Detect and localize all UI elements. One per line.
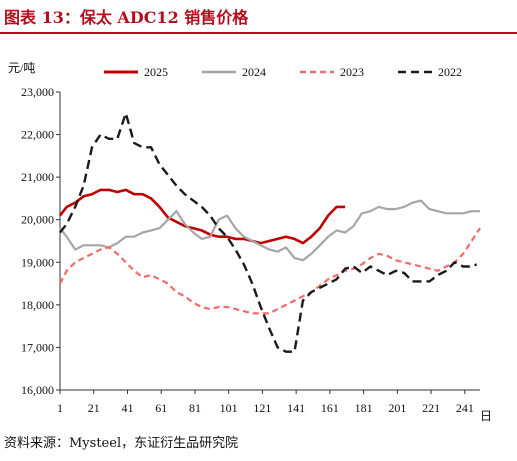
x-tick-label: 101 (220, 401, 238, 415)
legend-label-2023: 2023 (340, 65, 364, 79)
x-tick-label: 41 (121, 401, 133, 415)
title-bar: 图表 13：保太 ADC12 销售价格 (0, 0, 517, 34)
x-tick-label: 81 (189, 401, 201, 415)
y-tick-label: 17,000 (21, 340, 54, 354)
y-tick-label: 20,000 (21, 213, 54, 227)
x-tick-label: 221 (422, 401, 440, 415)
legend-label-2024: 2024 (242, 65, 266, 79)
figure-title: 图表 13：保太 ADC12 销售价格 (4, 8, 249, 27)
series-line-2024 (59, 199, 480, 262)
series-line-2023 (59, 227, 481, 315)
y-tick-label: 21,000 (21, 170, 54, 184)
x-tick-label: 241 (456, 401, 474, 415)
legend-label-2025: 2025 (144, 65, 168, 79)
y-axis-label: 元/吨 (8, 61, 35, 75)
legend-label-2022: 2022 (438, 65, 462, 79)
x-tick-label: 121 (253, 401, 271, 415)
x-tick-label: 61 (155, 401, 167, 415)
y-tick-label: 22,000 (21, 128, 54, 142)
x-tick-label: 1 (57, 401, 63, 415)
x-axis-label: 日 (480, 409, 492, 423)
y-tick-label: 18,000 (21, 298, 54, 312)
x-tick-label: 161 (321, 401, 339, 415)
x-tick-label: 21 (88, 401, 100, 415)
x-tick-label: 181 (355, 401, 373, 415)
y-tick-label: 16,000 (21, 383, 54, 397)
series-line-2025 (58, 188, 346, 245)
x-tick-label: 201 (388, 401, 406, 415)
source-note: 资料来源：Mysteel，东证衍生品研究院 (4, 436, 239, 451)
series-line-2022 (59, 112, 478, 353)
y-tick-label: 23,000 (21, 85, 54, 99)
y-tick-label: 19,000 (21, 255, 54, 269)
x-tick-label: 141 (287, 401, 305, 415)
